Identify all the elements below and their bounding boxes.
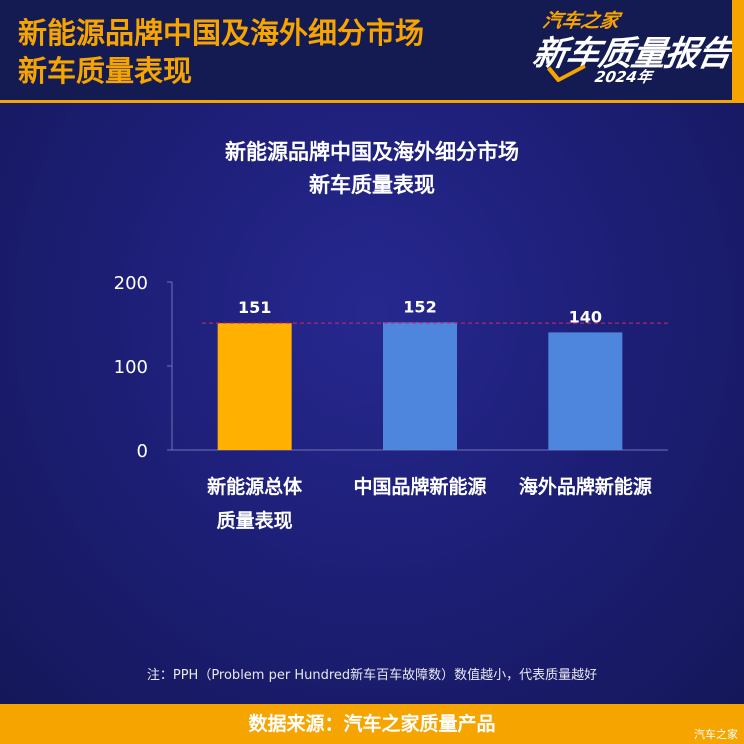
page-title-line-1: 新能源品牌中国及海外细分市场 — [18, 16, 425, 50]
x-tick-label: 新能源总体 质量表现 — [170, 470, 340, 538]
data-label: 151 — [238, 298, 271, 317]
page-title-line-2: 新车质量表现 — [18, 54, 193, 88]
data-label: 140 — [569, 307, 602, 326]
header-accent-bar — [732, 0, 744, 100]
bar — [217, 323, 292, 450]
chart-title-line-2: 新车质量表现 — [309, 173, 435, 197]
watermark: 汽车之家 — [694, 728, 738, 741]
bar — [548, 332, 623, 450]
y-tick-label: 0 — [137, 441, 148, 462]
x-tick-label-line: 中国品牌新能源 — [353, 476, 487, 498]
y-tick-label: 100 — [114, 357, 148, 378]
x-tick-label-line: 新能源总体 — [207, 476, 303, 498]
report-logo: 汽车之家 新车质量报告 2024年 — [522, 6, 735, 92]
logo-check-icon — [546, 64, 586, 82]
header: 新能源品牌中国及海外细分市场 新车质量表现 汽车之家 新车质量报告 2024年 — [0, 0, 744, 103]
data-source: 数据来源：汽车之家质量产品 — [248, 713, 496, 735]
footer-bar: 数据来源：汽车之家质量产品 汽车之家 — [0, 704, 744, 744]
bar — [383, 322, 457, 450]
x-tick-label-line: 海外品牌新能源 — [518, 476, 652, 498]
footnote: 注：PPH（Problem per Hundred新车百车故障数）数值越小，代表… — [146, 668, 598, 683]
y-tick-label: 200 — [114, 273, 148, 294]
x-tick-label-line: 质量表现 — [216, 510, 293, 532]
data-label: 152 — [403, 297, 436, 316]
x-tick-label: 海外品牌新能源 — [500, 470, 670, 504]
x-tick-label: 中国品牌新能源 — [335, 470, 505, 504]
chart-title-line-1: 新能源品牌中国及海外细分市场 — [225, 140, 519, 164]
page-title: 新能源品牌中国及海外细分市场 新车质量表现 — [18, 14, 518, 90]
chart-title: 新能源品牌中国及海外细分市场 新车质量表现 — [0, 136, 744, 202]
